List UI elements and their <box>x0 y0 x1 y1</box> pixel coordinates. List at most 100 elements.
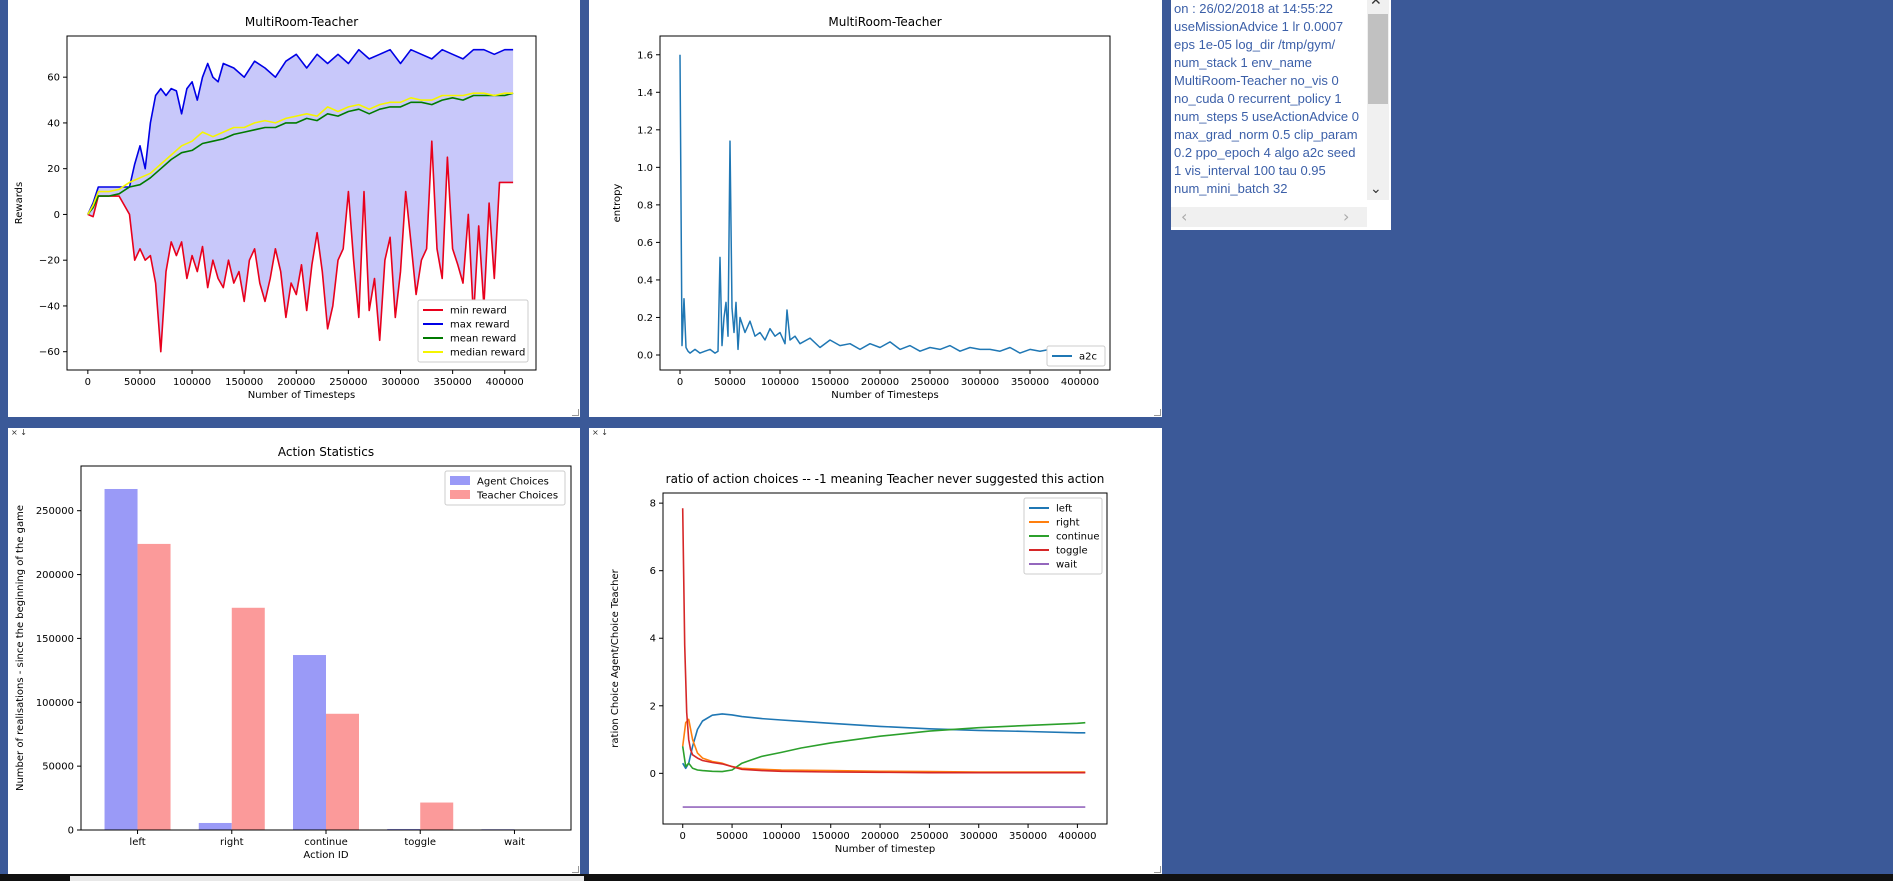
y-tick-label: 0.2 <box>637 313 653 324</box>
plot-frame <box>662 492 1108 825</box>
legend-label: mean reward <box>450 334 516 345</box>
legend-label: toggle <box>1056 546 1088 557</box>
action-statistics-chart: left right continue toggle wait 0 50000 100000 1… <box>15 445 572 861</box>
x-tick-label: 300000 <box>960 831 998 842</box>
series-line-median-reward <box>87 92 514 215</box>
y-tick-label: 1.6 <box>637 50 653 61</box>
y-tick-label: 2 <box>650 701 656 712</box>
legend-label: Agent Choices <box>477 477 549 488</box>
legend-label: right <box>1056 518 1080 529</box>
chart-title: MultiRoom-Teacher <box>828 15 941 29</box>
legend-swatch <box>450 490 470 499</box>
chart-title: ratio of action choices -- -1 meaning Te… <box>666 472 1105 486</box>
x-tick-label: 300000 <box>961 377 999 388</box>
arrow-down-icon[interactable]: ↓ <box>20 428 27 437</box>
y-tick-label: −60 <box>39 347 60 358</box>
rewards-plot-window: −60 −40 −20 0 20 40 60 0 50000 100000 150000 200000… <box>8 0 580 417</box>
bar-teacher-choices <box>420 802 454 830</box>
x-tick-label: 400000 <box>486 377 524 388</box>
x-tick-label: 200000 <box>277 377 315 388</box>
resize-handle[interactable] <box>572 866 579 873</box>
x-tick-label: 50000 <box>714 377 746 388</box>
ratio-chart: 0 2 4 6 8 0 50000 100000 150000 200000 250000 30000… <box>610 472 1108 855</box>
chevron-down-icon[interactable]: ⌄ <box>1370 181 1382 197</box>
series-line-max-reward <box>87 48 514 215</box>
y-tick-label: 0.6 <box>637 238 653 249</box>
resize-handle[interactable] <box>1154 409 1161 416</box>
y-axis-label: entropy <box>612 184 623 223</box>
legend-label: a2c <box>1079 352 1097 363</box>
series-line-a2c <box>679 54 1089 354</box>
legend-label: wait <box>1056 560 1077 571</box>
y-axis-label: ration Choice Agent/Choice Teacher <box>610 568 621 747</box>
arrow-down-icon[interactable]: ↓ <box>601 428 608 437</box>
legend-label: Teacher Choices <box>476 491 558 502</box>
legend-box <box>444 470 566 506</box>
bar-teacher-choices <box>137 543 171 830</box>
y-tick-label: 0 <box>650 769 656 780</box>
chevron-right-icon[interactable]: › <box>1343 207 1350 226</box>
y-tick-label: 200000 <box>36 570 74 581</box>
x-tick-label: 150000 <box>225 377 263 388</box>
action-statistics-window: × ↓ left right continue toggle wait 0 50000 100… <box>8 428 580 874</box>
x-tick-label: 100000 <box>761 377 799 388</box>
close-icon[interactable]: × <box>592 428 599 437</box>
x-tick-label: right <box>220 837 244 848</box>
series-line-toggle <box>681 508 1086 774</box>
resize-handle[interactable] <box>1154 866 1161 873</box>
y-tick-label: 0 <box>68 826 74 837</box>
series-line-mean-reward <box>87 92 514 215</box>
y-tick-label: 20 <box>47 164 60 175</box>
x-tick-label: 200000 <box>861 377 899 388</box>
pane-controls[interactable]: × ↓ <box>11 428 27 438</box>
bar-agent-choices <box>198 822 232 830</box>
reward-range-fill <box>87 49 514 352</box>
plot-frame <box>659 35 1111 371</box>
x-tick-label: 250000 <box>910 831 948 842</box>
y-tick-label: 150000 <box>36 634 74 645</box>
x-tick-label: continue <box>304 837 347 848</box>
x-tick-label: 0 <box>680 831 686 842</box>
y-tick-label: 50000 <box>42 762 74 773</box>
x-tick-label: wait <box>504 837 525 848</box>
y-axis-label: Rewards <box>14 182 25 224</box>
y-tick-label: 0.8 <box>637 200 653 211</box>
run-parameters-text: on : 26/02/2018 at 14:55:22 useMissionAd… <box>1174 1 1359 196</box>
horizontal-scrollbar[interactable] <box>1171 207 1367 227</box>
y-tick-label: 8 <box>650 499 656 510</box>
bar-teacher-choices <box>326 713 359 830</box>
x-tick-label: 150000 <box>812 831 850 842</box>
series-line-min-reward <box>87 140 514 353</box>
resize-handle[interactable] <box>572 409 579 416</box>
bar-teacher-choices <box>231 607 265 830</box>
scrollbar-thumb[interactable] <box>1368 14 1388 104</box>
x-tick-label: 100000 <box>762 831 800 842</box>
legend-label: continue <box>1056 532 1099 543</box>
x-tick-label: 50000 <box>124 377 156 388</box>
taskbar <box>0 874 1893 881</box>
rewards-chart: −60 −40 −20 0 20 40 60 0 50000 100000 150000 200000… <box>14 15 537 401</box>
close-icon[interactable]: ✕ <box>1370 0 1382 9</box>
x-tick-label: 350000 <box>1011 377 1049 388</box>
x-tick-label: 250000 <box>911 377 949 388</box>
x-axis-label: Number of timestep <box>835 844 935 855</box>
y-tick-label: 60 <box>47 73 60 84</box>
legend-swatch <box>450 476 470 485</box>
x-tick-label: 0 <box>677 377 683 388</box>
text-log-window: on : 26/02/2018 at 14:55:22 useMissionAd… <box>1171 0 1391 230</box>
legend-label: min reward <box>450 306 507 317</box>
y-tick-label: 250000 <box>36 506 74 517</box>
chart-title: Action Statistics <box>278 445 374 459</box>
chevron-left-icon[interactable]: ‹ <box>1181 207 1188 226</box>
y-tick-label: 0.4 <box>637 275 653 286</box>
legend-box <box>1046 345 1106 367</box>
x-tick-label: 400000 <box>1058 831 1096 842</box>
close-icon[interactable]: × <box>11 428 18 437</box>
x-axis-label: Number of Timesteps <box>248 390 355 401</box>
taskbar-strip <box>70 876 584 881</box>
y-tick-label: 1.0 <box>637 163 653 174</box>
y-tick-label: −20 <box>39 256 60 267</box>
pane-controls[interactable]: × ↓ <box>592 428 608 438</box>
series-line-left <box>682 713 1086 770</box>
y-tick-label: 100000 <box>36 698 74 709</box>
